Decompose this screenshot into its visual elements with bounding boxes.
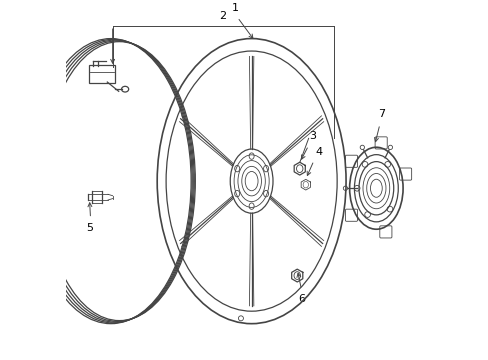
Text: 4: 4 bbox=[314, 147, 322, 157]
Text: 7: 7 bbox=[377, 109, 385, 120]
Text: 3: 3 bbox=[309, 131, 316, 141]
Text: 6: 6 bbox=[297, 294, 305, 305]
Text: 1: 1 bbox=[232, 3, 239, 13]
Text: 5: 5 bbox=[86, 223, 93, 233]
Text: 2: 2 bbox=[219, 11, 226, 21]
